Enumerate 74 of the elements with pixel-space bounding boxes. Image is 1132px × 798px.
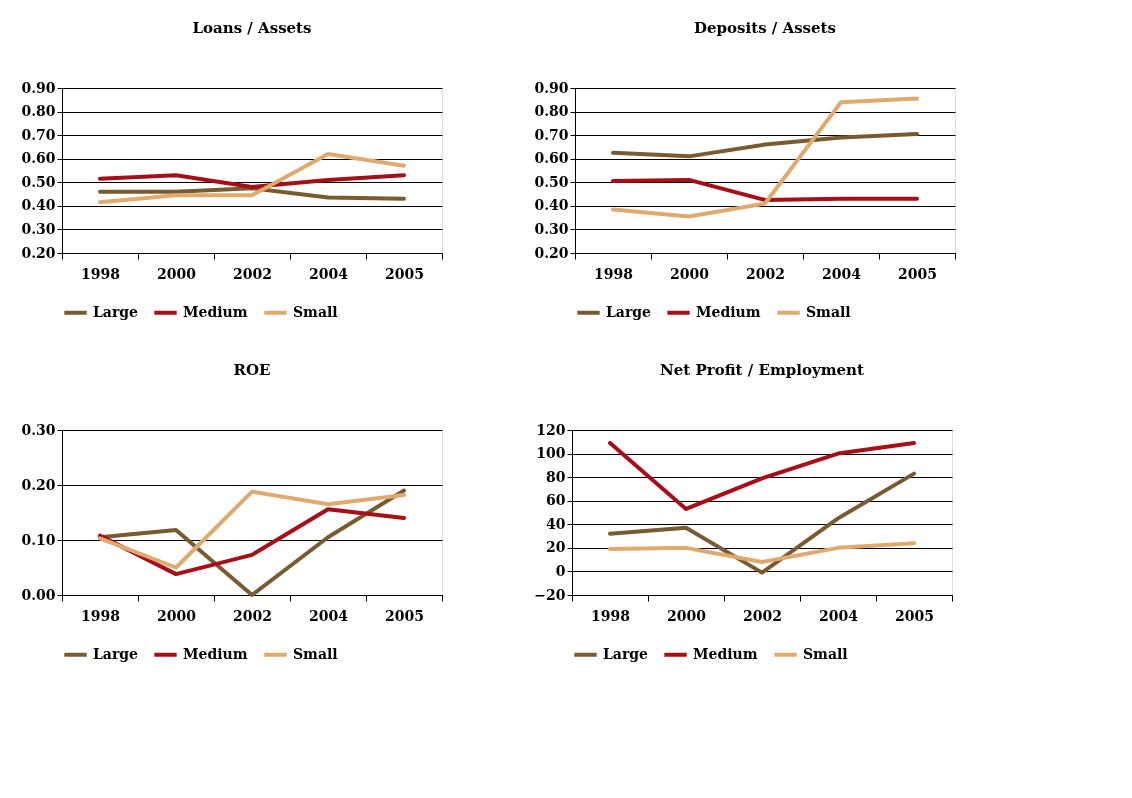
y-tick-label: 0.90 bbox=[21, 79, 56, 96]
x-tick-label: 2004 bbox=[822, 265, 862, 282]
y-tick-label: 0.70 bbox=[21, 126, 56, 143]
x-tick-label: 1998 bbox=[594, 265, 633, 282]
chart-title: Deposits / Assets bbox=[694, 19, 836, 37]
y-tick-label: 0.00 bbox=[21, 586, 56, 603]
y-tick-label: 0.30 bbox=[534, 220, 569, 237]
legend-label: Large bbox=[93, 645, 139, 662]
y-tick-label: 0.70 bbox=[534, 126, 569, 143]
legend-label: Large bbox=[603, 645, 649, 662]
legend-label: Medium bbox=[183, 645, 248, 662]
y-tick-label: 0.20 bbox=[21, 476, 56, 493]
y-tick-label: 100 bbox=[536, 445, 566, 462]
legend-label: Small bbox=[806, 303, 851, 320]
legend-label: Large bbox=[93, 303, 139, 320]
y-tick-label: 0 bbox=[555, 562, 566, 579]
legend-label: Large bbox=[606, 303, 652, 320]
x-tick-label: 2002 bbox=[233, 265, 272, 282]
y-tick-label: 80 bbox=[546, 468, 566, 485]
x-tick-label: 2002 bbox=[746, 265, 785, 282]
line-series bbox=[98, 489, 406, 570]
chart-title: Net Profit / Employment bbox=[660, 361, 864, 379]
legend-label: Medium bbox=[183, 303, 248, 320]
x-tick-label: 2002 bbox=[743, 607, 782, 624]
x-tick-label: 2005 bbox=[895, 607, 934, 624]
x-tick-label: 2000 bbox=[157, 607, 197, 624]
y-tick-label: 40 bbox=[546, 515, 566, 532]
legend-label: Medium bbox=[693, 645, 758, 662]
y-tick-label: 0.30 bbox=[21, 220, 56, 237]
y-tick-label: 0.80 bbox=[534, 103, 569, 120]
y-tick-label: 0.80 bbox=[21, 103, 56, 120]
y-tick-label: 0.60 bbox=[534, 150, 569, 167]
y-tick-label: 0.50 bbox=[21, 173, 56, 190]
x-tick-label: 2004 bbox=[819, 607, 859, 624]
x-tick-label: 2004 bbox=[309, 265, 349, 282]
y-tick-label: 0.60 bbox=[21, 150, 56, 167]
y-tick-label: 0.10 bbox=[21, 531, 56, 548]
chart-title: ROE bbox=[233, 361, 271, 379]
line-series bbox=[611, 131, 919, 159]
line-series bbox=[98, 152, 406, 205]
chart-title: Loans / Assets bbox=[192, 19, 312, 37]
y-tick-label: 20 bbox=[546, 539, 566, 556]
legend-label: Small bbox=[293, 303, 338, 320]
x-tick-label: 2000 bbox=[670, 265, 710, 282]
x-tick-label: 2005 bbox=[385, 607, 424, 624]
x-tick-label: 2002 bbox=[233, 607, 272, 624]
line-series bbox=[608, 471, 916, 575]
line-series bbox=[611, 177, 919, 202]
x-tick-label: 1998 bbox=[81, 265, 120, 282]
x-tick-label: 2005 bbox=[385, 265, 424, 282]
y-tick-label: 60 bbox=[546, 492, 566, 509]
x-tick-label: 2000 bbox=[157, 265, 197, 282]
legend-label: Small bbox=[803, 645, 848, 662]
legend-label: Medium bbox=[696, 303, 761, 320]
y-tick-label: 0.30 bbox=[21, 421, 56, 438]
x-tick-label: 1998 bbox=[81, 607, 120, 624]
x-tick-label: 2005 bbox=[898, 265, 937, 282]
y-tick-label: 0.20 bbox=[534, 244, 569, 261]
x-tick-label: 1998 bbox=[591, 607, 630, 624]
y-tick-label: 0.20 bbox=[21, 244, 56, 261]
x-tick-label: 2000 bbox=[667, 607, 707, 624]
x-tick-label: 2004 bbox=[309, 607, 349, 624]
line-series bbox=[611, 96, 919, 219]
y-tick-label: 0.40 bbox=[21, 197, 56, 214]
y-tick-label: −20 bbox=[534, 586, 566, 603]
line-series bbox=[98, 173, 406, 189]
line-series bbox=[98, 186, 406, 201]
y-tick-label: 0.50 bbox=[534, 173, 569, 190]
line-series bbox=[608, 440, 916, 511]
y-tick-label: 120 bbox=[536, 421, 566, 438]
legend-label: Small bbox=[293, 645, 338, 662]
y-tick-label: 0.90 bbox=[534, 79, 569, 96]
line-series bbox=[608, 541, 916, 564]
y-tick-label: 0.40 bbox=[534, 197, 569, 214]
